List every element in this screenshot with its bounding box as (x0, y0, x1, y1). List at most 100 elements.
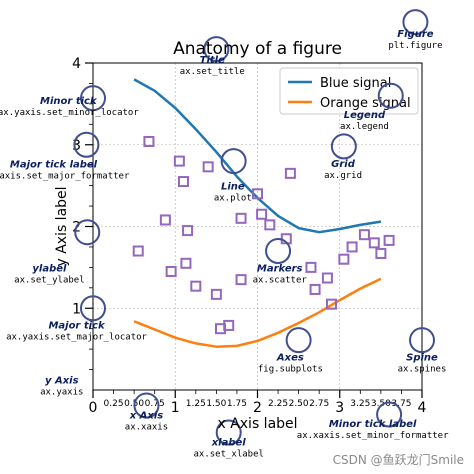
annotation-title: Major tick label (10, 160, 98, 171)
legend-entry: Blue signal (320, 76, 391, 91)
annotation-code: ax.yaxis (40, 387, 83, 397)
annotation-title: Legend (344, 110, 386, 121)
annotation-title: Minor tick label (329, 419, 417, 430)
legend-box (279, 67, 419, 115)
y-major-tick-label: 4 (72, 56, 81, 72)
x-minor-tick-label: 1.25 (186, 399, 206, 409)
x-minor-tick-label: 1.75 (227, 399, 247, 409)
annotation-code: ax.grid (324, 171, 362, 181)
annotation-code: ax.yaxis.set_major_formatter (0, 172, 130, 182)
scatter-marker (159, 214, 171, 226)
x-minor-tick-label: 1.50 (206, 399, 226, 409)
x-minor-tick-label: 2.75 (309, 399, 329, 409)
annotation-title: x Axis (129, 411, 164, 422)
highlight-circle (265, 238, 292, 265)
annotation-title: Major tick (48, 321, 106, 332)
x-major-tick-label: 1 (171, 400, 180, 416)
highlight-circle (215, 419, 242, 446)
x-major-tick-label: 2 (253, 400, 262, 416)
annotation-title: y Axis (45, 375, 79, 386)
x-major-tick-label: 3 (335, 400, 344, 416)
scatter-marker (180, 257, 192, 269)
annotation-title: Figure (397, 29, 433, 40)
scatter-marker (326, 298, 338, 310)
scatter-marker (165, 265, 177, 277)
annotation-code: ax.set_title (180, 67, 245, 77)
highlight-circle (409, 327, 435, 354)
annotation-title: Grid (331, 159, 356, 170)
scatter-marker (190, 280, 202, 292)
x-minor-tick-label: 0.75 (145, 399, 165, 409)
scatter-marker (177, 176, 189, 188)
scatter-marker (235, 212, 247, 224)
scatter-marker (182, 225, 194, 237)
scatter-marker (305, 261, 317, 273)
highlight-circle (330, 133, 357, 160)
highlight-circle (80, 295, 106, 322)
scatter-marker (264, 219, 276, 231)
highlight-circle (203, 36, 230, 63)
x-minor-tick-label: 0.25 (104, 399, 124, 409)
y-major-tick-label: 1 (72, 301, 81, 317)
scatter-marker (358, 229, 370, 241)
annotation-code: ax.yaxis.set_major_locator (6, 333, 147, 343)
highlight-circle (376, 401, 403, 428)
watermark-text: CSDN @鱼跃龙门Smile (332, 453, 464, 467)
x-minor-tick-label: 2.50 (289, 399, 309, 409)
highlight-circle (73, 131, 100, 158)
scatter-marker (252, 188, 263, 200)
annotation-code: fig.subplots (258, 365, 323, 375)
x-minor-tick-label: 3.75 (391, 399, 411, 409)
scatter-marker (346, 241, 358, 253)
scatter-marker (210, 288, 222, 300)
annotation-title: Markers (257, 263, 303, 274)
annotation-title: Axes (276, 353, 304, 364)
annotation-code: ax.plot (214, 194, 252, 204)
series-line-orange (133, 277, 382, 348)
scatter-marker (375, 247, 387, 259)
scatter-marker (309, 283, 321, 295)
scatter-marker (256, 208, 268, 220)
y-axis-label: y Axis label (54, 186, 70, 266)
annotation-title: ylabel (32, 263, 67, 274)
y-major-tick-label: 3 (72, 138, 81, 154)
scatter-marker (143, 135, 155, 147)
annotation-title: Line (221, 182, 245, 193)
highlight-circle (402, 9, 429, 36)
scatter-marker (132, 245, 144, 257)
annotation-code: ax.xaxis (125, 423, 168, 433)
highlight-circle (220, 148, 247, 175)
chart-title: Anatomy of a figure (173, 39, 342, 59)
scatter-marker (202, 161, 214, 173)
x-minor-tick-label: 3.50 (371, 399, 391, 409)
scatter-marker (368, 237, 380, 249)
annotation-code: ax.scatter (253, 275, 308, 285)
annotation-title: xlabel (211, 438, 247, 449)
scatter-marker (284, 167, 296, 179)
annotation-title: Spine (406, 353, 438, 364)
legend-entry: Orange signal (320, 96, 411, 111)
annotation-title: Title (200, 55, 225, 66)
highlight-circle (80, 85, 106, 112)
x-minor-tick-label: 2.25 (268, 399, 288, 409)
x-major-tick-label: 0 (89, 400, 98, 416)
scatter-marker (235, 274, 247, 286)
annotation-title: Minor tick (40, 96, 98, 107)
scatter-marker (338, 253, 350, 265)
highlight-circle (377, 82, 404, 109)
annotation-code: ax.yaxis.set_minor_locator (0, 108, 139, 118)
annotation-code: plt.figure (388, 41, 442, 51)
scatter-marker (173, 155, 185, 167)
annotation-code: ax.xaxis.set_minor_formatter (297, 431, 449, 441)
scatter-marker (383, 234, 395, 246)
highlight-circle (74, 219, 101, 246)
highlight-circle (133, 392, 160, 419)
scatter-marker (321, 272, 333, 284)
highlight-circle (285, 327, 312, 354)
x-axis-label: x Axis label (217, 416, 297, 432)
annotation-code: ax.set_ylabel (14, 275, 84, 285)
annotation-code: ax.spines (398, 365, 447, 375)
annotation-code: ax.legend (340, 122, 389, 132)
